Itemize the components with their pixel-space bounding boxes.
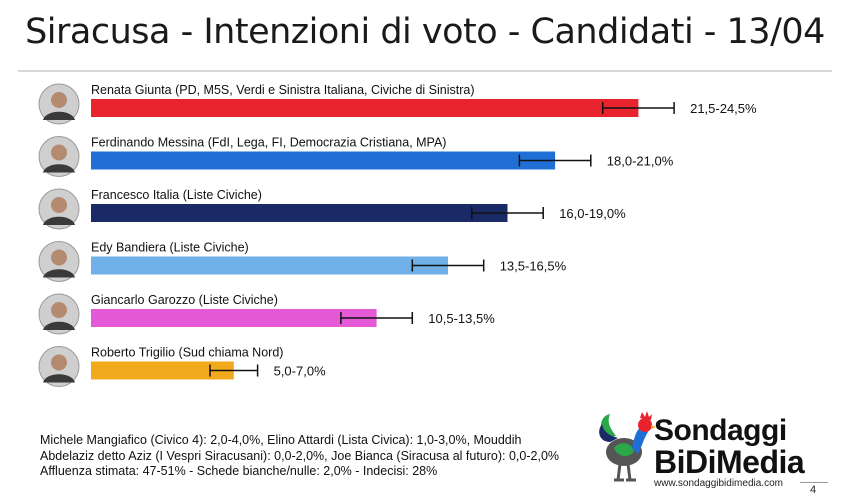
bar-2 bbox=[91, 151, 556, 170]
page-number: 4 bbox=[810, 484, 817, 496]
man-portrait-icon bbox=[51, 354, 67, 371]
footnote-line-3: Affluenza stimata: 47-51% - Schede bianc… bbox=[40, 464, 438, 478]
brand-name-line2: BiDiMedia bbox=[654, 444, 805, 480]
chart-title: Siracusa - Intenzioni di voto - Candidat… bbox=[25, 12, 825, 52]
footnote-line-1: Michele Mangiafico (Civico 4): 2,0-4,0%,… bbox=[40, 433, 522, 447]
rooster-logo-icon bbox=[599, 411, 656, 482]
range-label-5: 10,5-13,5% bbox=[428, 311, 495, 326]
error-bar-2 bbox=[518, 154, 592, 167]
brand-name-line1: Sondaggi bbox=[654, 414, 787, 447]
range-label-3: 16,0-19,0% bbox=[559, 206, 626, 221]
bar-5 bbox=[91, 309, 377, 327]
bar-4 bbox=[91, 256, 448, 275]
brand-logo: Sondaggi BiDiMedia www.sondaggibidimedia… bbox=[596, 408, 846, 498]
woman-portrait-icon bbox=[51, 92, 67, 108]
avatar-shoulders bbox=[43, 321, 75, 330]
candidate-label-1: Renata Giunta (PD, M5S, Verdi e Sinistra… bbox=[91, 83, 475, 97]
bar-6 bbox=[91, 361, 234, 380]
footnotes: Michele Mangiafico (Civico 4): 2,0-4,0%,… bbox=[40, 433, 600, 480]
range-label-1: 21,5-24,5% bbox=[690, 101, 757, 116]
title-divider bbox=[18, 70, 832, 72]
bar-3 bbox=[91, 204, 508, 222]
range-label-4: 13,5-16,5% bbox=[500, 259, 567, 274]
man-portrait-icon bbox=[51, 302, 67, 318]
bar-1 bbox=[91, 99, 639, 117]
man-portrait-icon bbox=[51, 144, 67, 161]
candidate-label-3: Francesco Italia (Liste Civiche) bbox=[91, 188, 262, 202]
bar-chart: Renata Giunta (PD, M5S, Verdi e Sinistra… bbox=[38, 83, 757, 387]
candidate-label-5: Giancarlo Garozzo (Liste Civiche) bbox=[91, 293, 278, 307]
man-portrait-icon bbox=[51, 197, 67, 213]
avatar-shoulders bbox=[43, 374, 75, 383]
range-label-2: 18,0-21,0% bbox=[607, 154, 674, 169]
candidate-label-6: Roberto Trigilio (Sud chiama Nord) bbox=[91, 346, 283, 360]
error-bar-5 bbox=[340, 312, 414, 324]
brand-url[interactable]: www.sondaggibidimedia.com bbox=[654, 478, 783, 489]
error-bar-4 bbox=[411, 259, 485, 272]
range-label-6: 5,0-7,0% bbox=[274, 364, 326, 379]
man-portrait-icon bbox=[51, 249, 67, 266]
error-bar-1 bbox=[601, 102, 675, 114]
error-bar-6 bbox=[209, 364, 259, 377]
avatar-shoulders bbox=[43, 269, 75, 278]
error-bar-3 bbox=[471, 207, 544, 219]
avatar-shoulders bbox=[43, 216, 75, 225]
footnote-line-2: Abdelaziz detto Aziz (I Vespri Siracusan… bbox=[40, 448, 560, 463]
page-number-divider bbox=[800, 482, 828, 483]
avatar-shoulders bbox=[43, 111, 75, 120]
avatar-shoulders bbox=[43, 164, 75, 173]
candidate-label-2: Ferdinando Messina (FdI, Lega, FI, Democ… bbox=[91, 136, 446, 150]
candidate-label-4: Edy Bandiera (Liste Civiche) bbox=[91, 241, 249, 255]
